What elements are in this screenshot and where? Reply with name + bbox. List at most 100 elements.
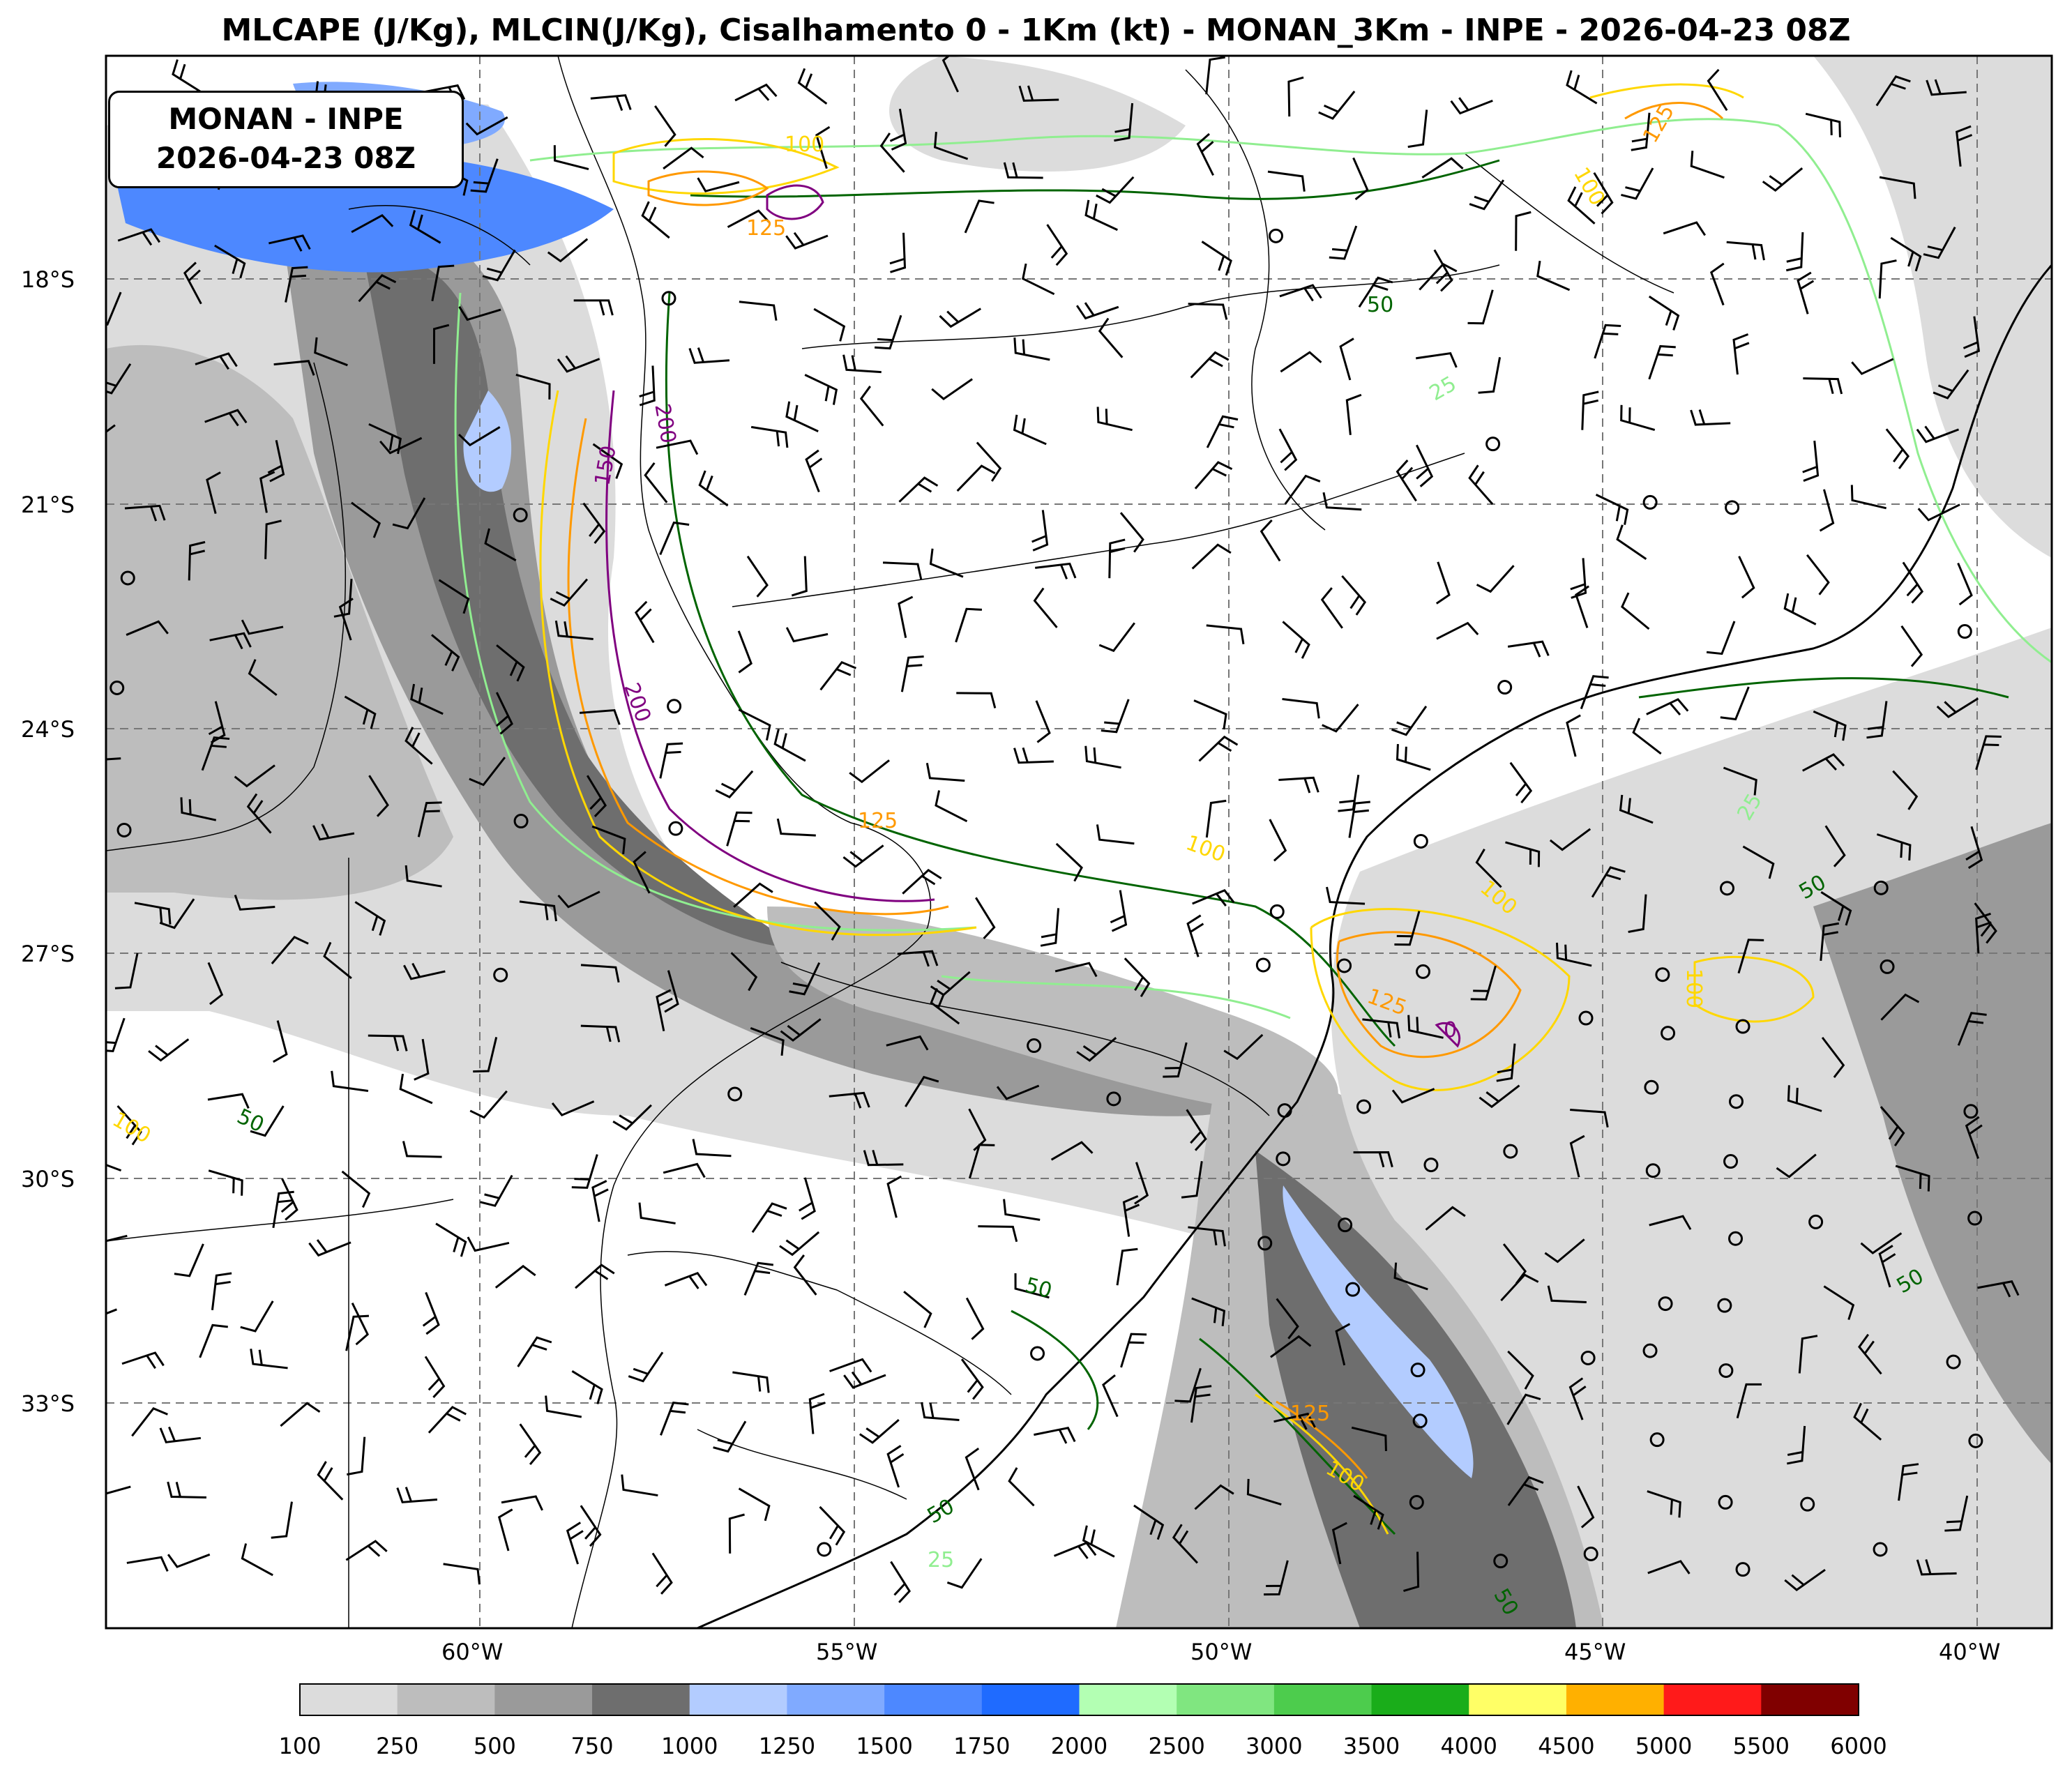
wind-barb <box>1194 461 1233 490</box>
colorbar-tick-label: 3000 <box>1246 1733 1303 1759</box>
wind-barb <box>1102 1374 1119 1418</box>
wind-barb-calm <box>668 821 683 836</box>
wind-barb <box>902 868 942 895</box>
wind-barb <box>1322 704 1359 733</box>
wind-barb <box>204 409 248 427</box>
wind-barb <box>354 901 386 936</box>
wind-barb <box>886 1035 929 1051</box>
wind-barb <box>1628 894 1647 934</box>
wind-barb-calm <box>1873 1542 1888 1557</box>
wind-barb <box>849 759 890 784</box>
wind-barb-calm <box>1967 1211 1983 1226</box>
wind-barb <box>106 1163 122 1172</box>
wind-barb <box>214 244 246 279</box>
wind-barb <box>496 644 525 682</box>
wind-barb <box>1318 91 1356 120</box>
lat-label-30s: 30°S <box>21 1166 75 1192</box>
wind-barb <box>1507 1475 1544 1506</box>
wind-barb <box>379 437 423 455</box>
colorbar-tick-label: 4000 <box>1440 1733 1497 1759</box>
wind-barb <box>264 519 282 559</box>
wind-barb <box>1898 1463 1919 1501</box>
wind-barb <box>1783 593 1817 625</box>
wind-barb <box>126 620 169 636</box>
wind-barb <box>1008 1467 1035 1507</box>
wind-barb <box>1415 352 1458 368</box>
wind-barb-calm <box>109 681 125 696</box>
wind-barb-calm <box>1580 1350 1596 1365</box>
wind-barb-calm <box>1725 500 1740 515</box>
wind-barb <box>1054 962 1098 978</box>
wind-barb <box>727 209 770 228</box>
wind-barb <box>663 1162 706 1178</box>
wind-barb <box>550 578 589 607</box>
wind-barb <box>1163 1042 1188 1078</box>
contour-150 <box>605 184 1461 1048</box>
colorbar-segment <box>592 1684 690 1715</box>
colorbar-tick-label: 4500 <box>1538 1733 1595 1759</box>
wind-barb-calm <box>1957 624 1972 639</box>
wind-barb <box>1515 211 1532 251</box>
colorbar-segment <box>397 1684 495 1715</box>
wind-barb <box>280 1402 321 1427</box>
wind-barb <box>1013 414 1047 446</box>
wind-barb <box>1191 1297 1226 1326</box>
wind-barb-calm <box>1718 1494 1733 1510</box>
wind-barb <box>1567 186 1596 225</box>
wind-barb <box>1581 390 1599 430</box>
wind-barb <box>1802 440 1820 482</box>
wind-barb <box>1890 236 1922 272</box>
wind-barb <box>863 1149 904 1167</box>
wind-barb <box>946 1558 983 1589</box>
wind-barb <box>1632 718 1662 755</box>
wind-barb <box>580 964 620 983</box>
wind-barb <box>965 1447 980 1491</box>
wind-barb <box>1824 825 1846 867</box>
wind-barb <box>1407 109 1428 149</box>
wind-barb <box>785 627 829 643</box>
wind-barb <box>1284 474 1321 505</box>
wind-barb-calm <box>513 508 528 523</box>
wind-barb <box>1264 1560 1289 1596</box>
wind-barb <box>1974 902 1997 944</box>
wind-barb-calm <box>1030 1346 1045 1361</box>
wind-barb <box>799 1177 816 1220</box>
wind-barb <box>1034 1427 1076 1444</box>
wind-barb <box>432 324 450 364</box>
wind-barb <box>1391 1088 1435 1104</box>
wind-barb <box>1875 75 1911 107</box>
wind-barb <box>1823 1285 1855 1321</box>
cape-shade-west-light <box>106 344 453 900</box>
wind-barb <box>1190 351 1230 379</box>
wind-barb-calm <box>1717 1298 1732 1313</box>
wind-barb <box>358 274 397 303</box>
wind-barb <box>793 1254 817 1296</box>
wind-barb <box>1926 79 1967 96</box>
lat-label-24s: 24°S <box>21 716 75 743</box>
wind-barb <box>241 1543 273 1577</box>
wind-barb-calm <box>1423 1158 1439 1173</box>
wind-barb <box>1663 221 1707 236</box>
wind-barb <box>1076 1037 1117 1062</box>
wind-barb <box>660 1402 689 1436</box>
wind-barb <box>1329 225 1358 260</box>
wind-barb <box>409 210 441 244</box>
wind-barb <box>1022 263 1055 296</box>
wind-barb <box>1892 770 1919 810</box>
wind-barb <box>815 126 831 169</box>
wind-barb <box>921 1402 960 1421</box>
wind-barb <box>106 1234 128 1243</box>
wind-barb <box>898 595 914 638</box>
wind-barb <box>590 94 632 112</box>
wind-barb <box>1110 890 1128 932</box>
contour-label: 25 <box>928 1548 955 1572</box>
wind-barb <box>1787 1425 1806 1465</box>
wind-barb <box>1394 911 1421 946</box>
colorbar-tick-label: 500 <box>473 1733 516 1759</box>
wind-barb <box>1098 317 1124 358</box>
wind-barb <box>779 1231 820 1257</box>
wind-barb <box>172 59 204 94</box>
wind-barb <box>743 1261 774 1296</box>
wind-barb <box>482 249 516 282</box>
wind-barb-calm <box>1416 964 1431 979</box>
